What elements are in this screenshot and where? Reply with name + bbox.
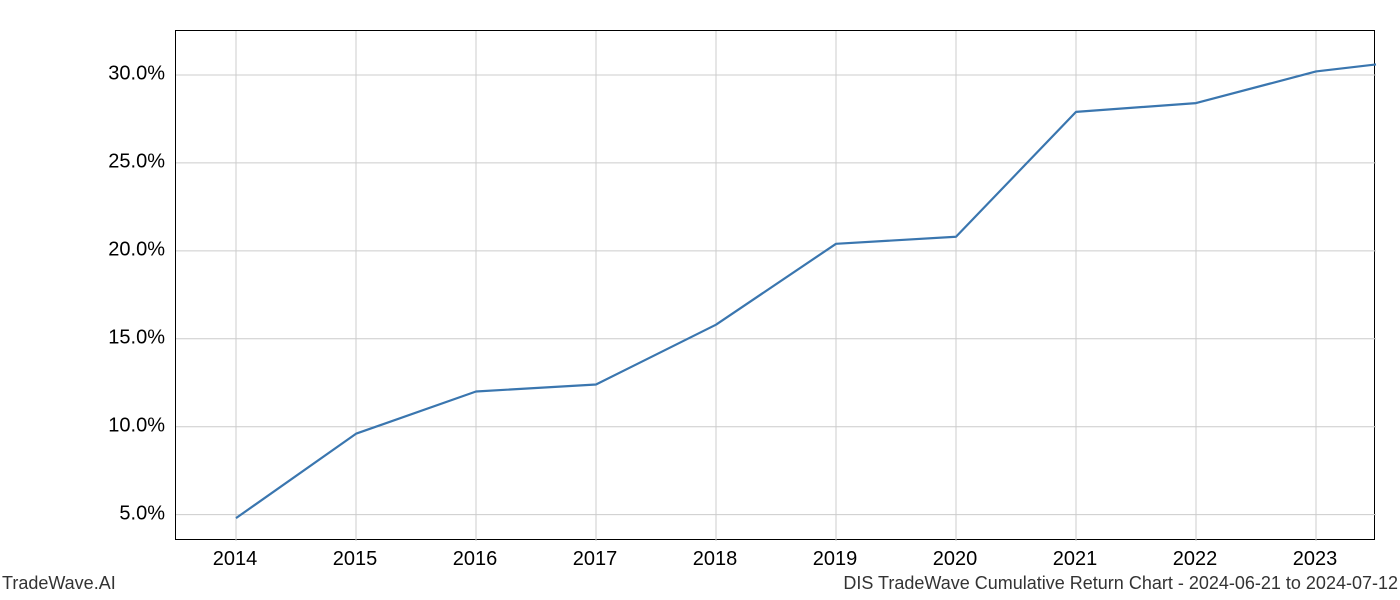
plot-area — [175, 30, 1375, 540]
x-tick-label: 2020 — [933, 548, 978, 571]
x-tick-label: 2022 — [1173, 548, 1218, 571]
y-tick-label: 30.0% — [108, 62, 165, 85]
y-tick-label: 10.0% — [108, 414, 165, 437]
x-tick-label: 2019 — [813, 548, 858, 571]
x-tick-label: 2014 — [213, 548, 258, 571]
x-tick-label: 2023 — [1293, 548, 1338, 571]
x-tick-label: 2016 — [453, 548, 498, 571]
chart-container — [175, 30, 1375, 540]
y-tick-label: 5.0% — [119, 502, 165, 525]
x-tick-label: 2015 — [333, 548, 378, 571]
y-tick-label: 25.0% — [108, 150, 165, 173]
y-tick-label: 20.0% — [108, 238, 165, 261]
line-chart-svg — [176, 31, 1376, 541]
footer-right-text: DIS TradeWave Cumulative Return Chart - … — [843, 573, 1398, 594]
x-tick-label: 2017 — [573, 548, 618, 571]
x-tick-label: 2018 — [693, 548, 738, 571]
data-line — [236, 64, 1376, 518]
x-tick-label: 2021 — [1053, 548, 1098, 571]
y-tick-label: 15.0% — [108, 326, 165, 349]
footer-left-text: TradeWave.AI — [2, 573, 116, 594]
